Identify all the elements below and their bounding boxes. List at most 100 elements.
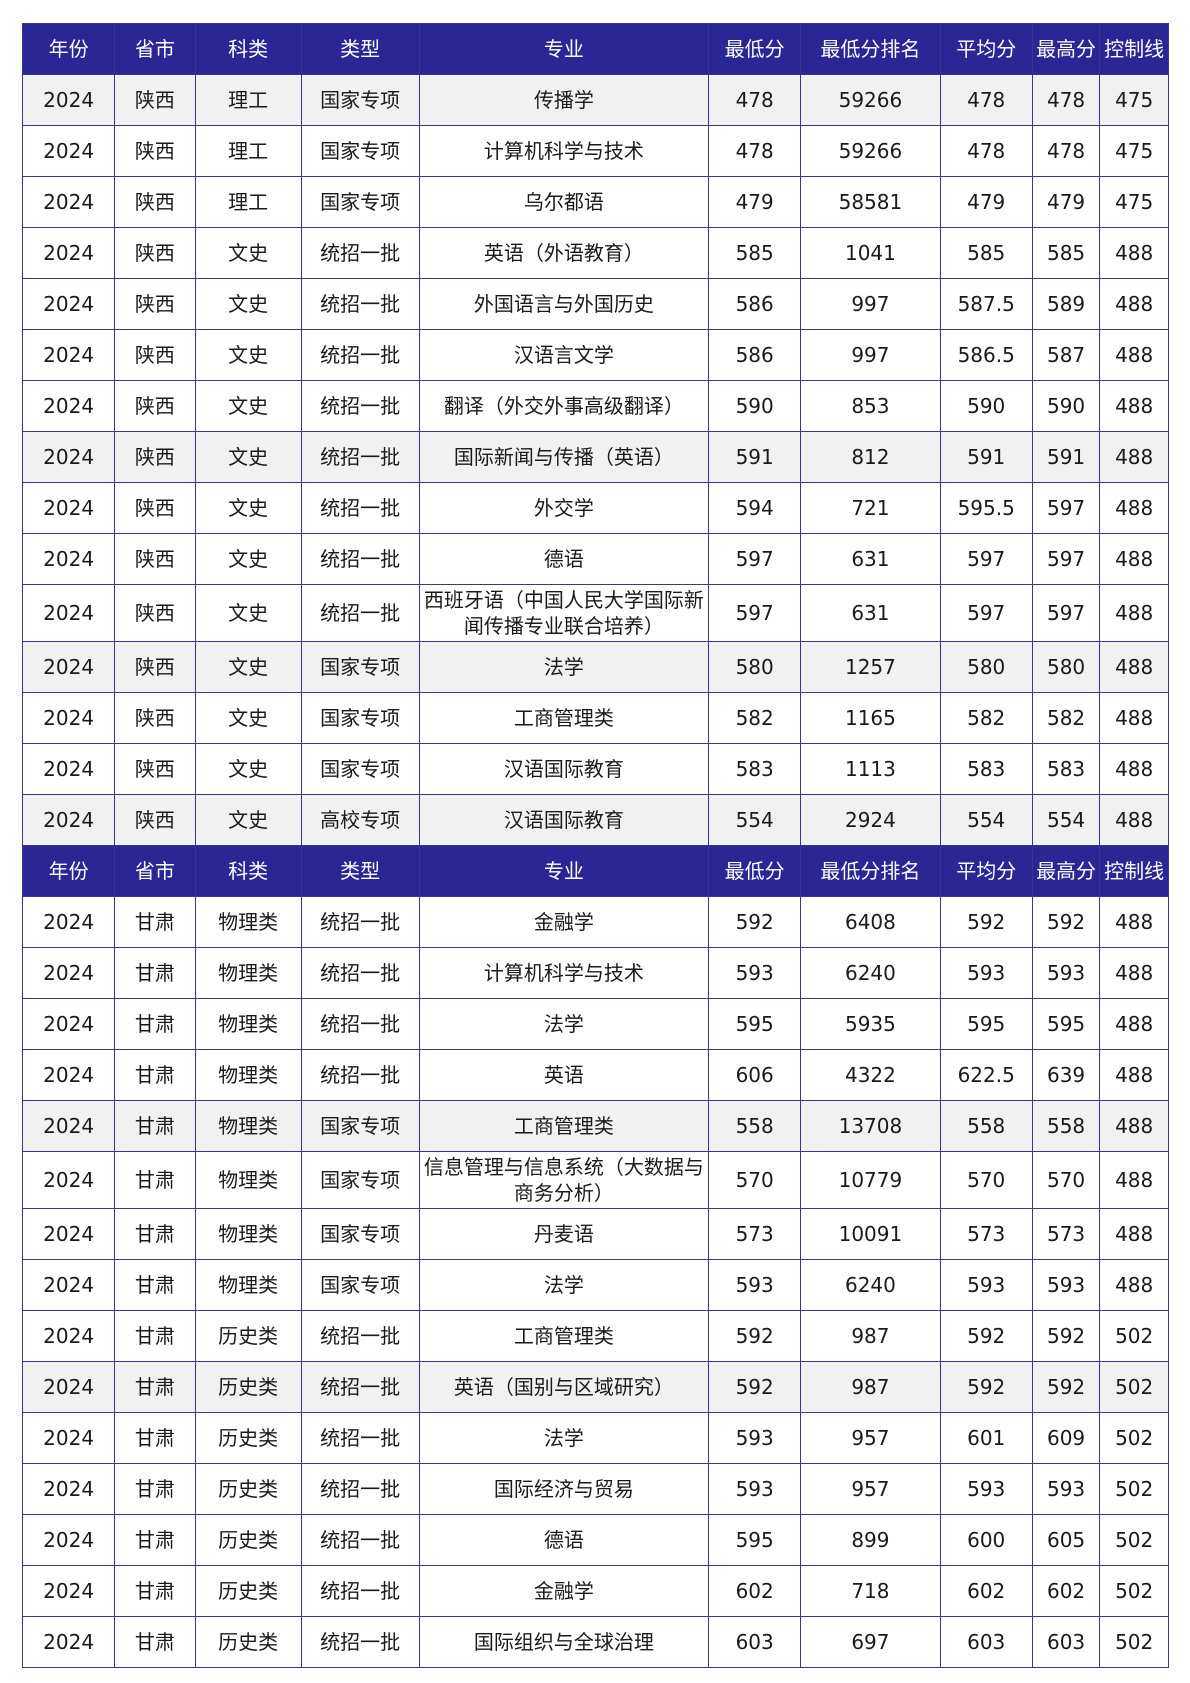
cell-avg-score: 592 bbox=[939, 896, 1033, 948]
cell-type: 统招一批 bbox=[300, 278, 420, 330]
cell-year: 2024 bbox=[21, 1208, 116, 1260]
cell-max-score: 592 bbox=[1031, 1361, 1101, 1413]
cell-subject: 物理类 bbox=[194, 1100, 302, 1152]
table-row: 2024 甘肃 物理类 统招一批 计算机科学与技术 593 6240 593 593 488 bbox=[21, 947, 1169, 999]
cell-control-line: 488 bbox=[1099, 641, 1169, 693]
cell-min-rank: 853 bbox=[800, 380, 941, 432]
table-row: 2024 陕西 文史 国家专项 法学 580 1257 580 580 488 bbox=[21, 641, 1169, 693]
cell-province: 陕西 bbox=[114, 329, 196, 381]
cell-year: 2024 bbox=[21, 176, 116, 228]
cell-major: 翻译（外交外事高级翻译） bbox=[418, 380, 710, 432]
cell-subject: 历史类 bbox=[194, 1361, 302, 1413]
cell-province: 陕西 bbox=[114, 482, 196, 534]
cell-min-score: 592 bbox=[708, 896, 802, 948]
table-row: 2024 陕西 文史 高校专项 汉语国际教育 554 2924 554 554 488 bbox=[21, 794, 1169, 846]
cell-control-line: 475 bbox=[1099, 74, 1169, 126]
cell-year: 2024 bbox=[21, 1100, 116, 1152]
cell-min-score: 591 bbox=[708, 431, 802, 483]
cell-min-rank: 631 bbox=[800, 533, 941, 585]
cell-province: 陕西 bbox=[114, 533, 196, 585]
header-major: 专业 bbox=[418, 845, 710, 897]
cell-year: 2024 bbox=[21, 1310, 116, 1362]
header-subject: 科类 bbox=[194, 845, 302, 897]
cell-max-score: 478 bbox=[1031, 74, 1101, 126]
cell-min-rank: 6240 bbox=[800, 947, 941, 999]
cell-avg-score: 570 bbox=[939, 1151, 1033, 1209]
cell-subject: 文史 bbox=[194, 641, 302, 693]
cell-control-line: 502 bbox=[1099, 1616, 1169, 1668]
cell-type: 国家专项 bbox=[300, 692, 420, 744]
table-row: 2024 甘肃 历史类 统招一批 工商管理类 592 987 592 592 502 bbox=[21, 1310, 1169, 1362]
cell-min-score: 593 bbox=[708, 1412, 802, 1464]
cell-province: 甘肃 bbox=[114, 1463, 196, 1515]
cell-avg-score: 600 bbox=[939, 1514, 1033, 1566]
cell-avg-score: 478 bbox=[939, 74, 1033, 126]
cell-subject: 物理类 bbox=[194, 998, 302, 1050]
table-row: 2024 甘肃 物理类 国家专项 工商管理类 558 13708 558 558 488 bbox=[21, 1100, 1169, 1152]
cell-province: 甘肃 bbox=[114, 1514, 196, 1566]
cell-year: 2024 bbox=[21, 947, 116, 999]
cell-type: 国家专项 bbox=[300, 74, 420, 126]
cell-province: 陕西 bbox=[114, 743, 196, 795]
header-major: 专业 bbox=[418, 23, 710, 75]
cell-max-score: 573 bbox=[1031, 1208, 1101, 1260]
cell-control-line: 488 bbox=[1099, 896, 1169, 948]
cell-max-score: 585 bbox=[1031, 227, 1101, 279]
cell-year: 2024 bbox=[21, 641, 116, 693]
cell-min-rank: 987 bbox=[800, 1361, 941, 1413]
cell-min-score: 573 bbox=[708, 1208, 802, 1260]
cell-type: 统招一批 bbox=[300, 1310, 420, 1362]
cell-subject: 文史 bbox=[194, 743, 302, 795]
cell-major: 计算机科学与技术 bbox=[418, 125, 710, 177]
cell-min-rank: 997 bbox=[800, 329, 941, 381]
cell-major: 汉语言文学 bbox=[418, 329, 710, 381]
cell-major: 西班牙语（中国人民大学国际新闻传播专业联合培养） bbox=[418, 584, 710, 642]
table-row: 2024 陕西 文史 统招一批 德语 597 631 597 597 488 bbox=[21, 533, 1169, 585]
cell-year: 2024 bbox=[21, 1412, 116, 1464]
cell-control-line: 488 bbox=[1099, 1151, 1169, 1209]
cell-major: 工商管理类 bbox=[418, 1100, 710, 1152]
cell-major: 国际经济与贸易 bbox=[418, 1463, 710, 1515]
cell-type: 统招一批 bbox=[300, 584, 420, 642]
cell-control-line: 488 bbox=[1099, 947, 1169, 999]
cell-province: 陕西 bbox=[114, 176, 196, 228]
cell-control-line: 488 bbox=[1099, 1049, 1169, 1101]
cell-min-rank: 1257 bbox=[800, 641, 941, 693]
cell-min-score: 594 bbox=[708, 482, 802, 534]
cell-province: 陕西 bbox=[114, 278, 196, 330]
cell-major: 外国语言与外国历史 bbox=[418, 278, 710, 330]
cell-subject: 理工 bbox=[194, 74, 302, 126]
cell-min-rank: 59266 bbox=[800, 125, 941, 177]
cell-avg-score: 587.5 bbox=[939, 278, 1033, 330]
cell-max-score: 591 bbox=[1031, 431, 1101, 483]
cell-major: 汉语国际教育 bbox=[418, 794, 710, 846]
cell-max-score: 570 bbox=[1031, 1151, 1101, 1209]
cell-subject: 历史类 bbox=[194, 1565, 302, 1617]
cell-subject: 物理类 bbox=[194, 1049, 302, 1101]
cell-avg-score: 585 bbox=[939, 227, 1033, 279]
cell-province: 甘肃 bbox=[114, 896, 196, 948]
cell-year: 2024 bbox=[21, 794, 116, 846]
cell-avg-score: 593 bbox=[939, 1259, 1033, 1311]
cell-control-line: 488 bbox=[1099, 1100, 1169, 1152]
cell-min-score: 580 bbox=[708, 641, 802, 693]
cell-min-score: 583 bbox=[708, 743, 802, 795]
cell-type: 统招一批 bbox=[300, 1412, 420, 1464]
header-avg-score: 平均分 bbox=[939, 23, 1033, 75]
table-row: 2024 甘肃 历史类 统招一批 国际组织与全球治理 603 697 603 603 502 bbox=[21, 1616, 1169, 1668]
table-row: 2024 甘肃 历史类 统招一批 法学 593 957 601 609 502 bbox=[21, 1412, 1169, 1464]
cell-control-line: 488 bbox=[1099, 1208, 1169, 1260]
cell-province: 陕西 bbox=[114, 125, 196, 177]
cell-province: 甘肃 bbox=[114, 947, 196, 999]
cell-control-line: 502 bbox=[1099, 1412, 1169, 1464]
table-row: 2024 陕西 文史 统招一批 外交学 594 721 595.5 597 488 bbox=[21, 482, 1169, 534]
table-row: 2024 陕西 文史 统招一批 汉语言文学 586 997 586.5 587 488 bbox=[21, 329, 1169, 381]
cell-province: 甘肃 bbox=[114, 1310, 196, 1362]
cell-province: 甘肃 bbox=[114, 1565, 196, 1617]
cell-control-line: 488 bbox=[1099, 380, 1169, 432]
cell-min-rank: 58581 bbox=[800, 176, 941, 228]
cell-major: 德语 bbox=[418, 1514, 710, 1566]
cell-control-line: 475 bbox=[1099, 125, 1169, 177]
cell-control-line: 488 bbox=[1099, 1259, 1169, 1311]
header-min-score: 最低分 bbox=[708, 23, 802, 75]
